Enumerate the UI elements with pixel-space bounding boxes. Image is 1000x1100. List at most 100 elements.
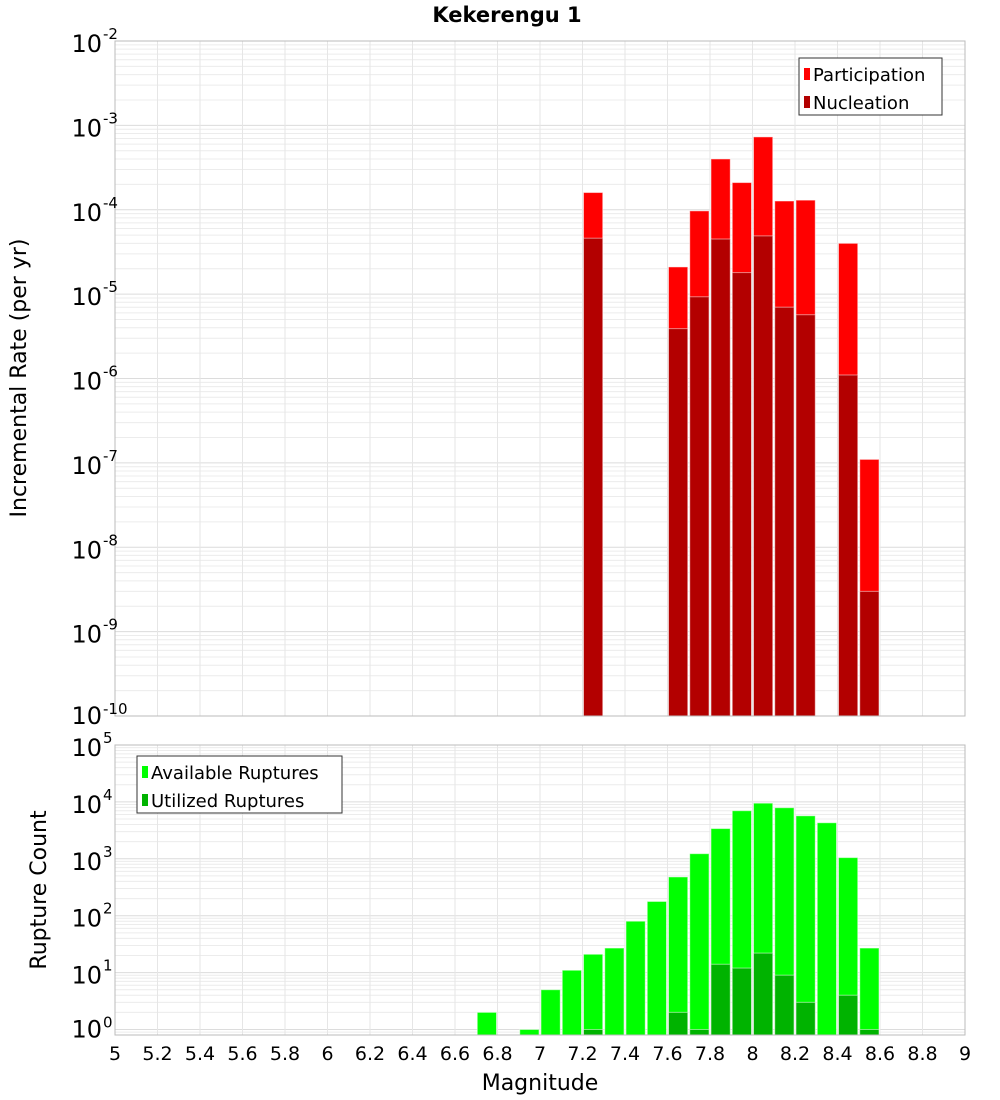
y-tick-label: 10	[71, 621, 102, 649]
y-tick-exponent: 0	[103, 1013, 113, 1031]
bar-available-ruptures	[646, 900, 667, 1036]
x-tick-label: 5.8	[270, 1043, 300, 1065]
x-tick-label: 8.6	[865, 1043, 895, 1065]
y-tick-exponent: -10	[103, 700, 128, 718]
y-tick-label: 10	[71, 368, 102, 396]
bar-nucleation	[731, 272, 752, 717]
bar-utilized-ruptures	[583, 1028, 604, 1036]
plot-border	[114, 744, 966, 1036]
bar-nucleation	[583, 237, 604, 717]
chart-title: Kekerengu 1	[432, 3, 581, 27]
bar-available-ruptures	[583, 953, 604, 1036]
y-tick-exponent: 1	[103, 957, 113, 975]
y-tick-exponent: -9	[103, 616, 118, 634]
bar-utilized-ruptures	[668, 1011, 689, 1036]
legend-label: Available Ruptures	[151, 763, 319, 784]
y-tick-exponent: 4	[103, 786, 113, 804]
x-tick-label: 7.6	[652, 1043, 682, 1065]
bar-available-ruptures	[816, 822, 837, 1036]
legend-label: Participation	[813, 65, 925, 86]
bar-utilized-ruptures	[859, 1028, 880, 1036]
bar-available-ruptures	[625, 920, 646, 1036]
y-tick-label: 10	[71, 30, 102, 58]
bar-utilized-ruptures	[753, 952, 774, 1036]
bar-nucleation	[774, 306, 795, 717]
bar-available-ruptures	[540, 989, 561, 1036]
y-tick-label: 10	[71, 734, 102, 762]
y-tick-label: 10	[71, 791, 102, 819]
x-tick-label: 6.4	[397, 1043, 427, 1065]
legend-label: Nucleation	[813, 93, 909, 114]
legend	[136, 755, 343, 814]
y-tick-exponent: -7	[103, 447, 118, 465]
y-tick-exponent: -2	[103, 25, 118, 43]
x-tick-label: 5.6	[227, 1043, 257, 1065]
bar-available-ruptures	[668, 876, 689, 1036]
bar-nucleation	[753, 235, 774, 717]
y-tick-label: 10	[71, 702, 102, 730]
x-tick-label: 7.4	[610, 1043, 640, 1065]
x-tick-label: 9	[959, 1043, 971, 1065]
bar-available-ruptures	[561, 969, 582, 1036]
legend-label: Utilized Ruptures	[151, 791, 304, 812]
x-tick-label: 5.4	[185, 1043, 215, 1065]
y-tick-label: 10	[71, 283, 102, 311]
x-tick-label: 8	[746, 1043, 758, 1065]
x-tick-label: 6.8	[482, 1043, 512, 1065]
bar-available-ruptures	[604, 947, 625, 1036]
x-tick-label: 8.8	[907, 1043, 937, 1065]
x-tick-label: 5	[109, 1043, 121, 1065]
bar-utilized-ruptures	[731, 967, 752, 1036]
y-tick-label: 10	[71, 114, 102, 142]
legend-swatch	[142, 794, 148, 806]
bar-utilized-ruptures	[689, 1028, 710, 1036]
y-tick-exponent: -6	[103, 363, 118, 381]
bar-nucleation	[668, 328, 689, 717]
y-tick-exponent: -5	[103, 278, 118, 296]
y-tick-label: 10	[71, 536, 102, 564]
y-tick-label: 10	[71, 452, 102, 480]
x-tick-label: 8.2	[780, 1043, 810, 1065]
x-tick-label: 7.2	[567, 1043, 597, 1065]
bar-nucleation	[838, 374, 859, 717]
y-tick-label: 10	[71, 905, 102, 933]
y-tick-exponent: -3	[103, 109, 118, 127]
bar-utilized-ruptures	[710, 963, 731, 1036]
legend-swatch	[142, 766, 148, 778]
bar-nucleation	[710, 238, 731, 717]
bar-utilized-ruptures	[838, 994, 859, 1036]
y-tick-exponent: 3	[103, 843, 113, 861]
bar-nucleation	[859, 590, 880, 717]
y-tick-exponent: -8	[103, 531, 118, 549]
bar-utilized-ruptures	[774, 974, 795, 1036]
bar-available-ruptures	[689, 853, 710, 1036]
bar-available-ruptures	[859, 947, 880, 1036]
legend	[798, 57, 943, 116]
bar-utilized-ruptures	[795, 1001, 816, 1036]
top-y-axis-label: Incremental Rate (per yr)	[7, 239, 32, 518]
y-tick-label: 10	[71, 1015, 102, 1043]
x-tick-label: 7	[534, 1043, 546, 1065]
y-tick-label: 10	[71, 848, 102, 876]
x-axis-label: Magnitude	[482, 1071, 599, 1096]
y-tick-label: 10	[71, 199, 102, 227]
y-tick-exponent: 5	[103, 729, 113, 747]
y-tick-exponent: 2	[103, 900, 113, 918]
plot-border	[114, 40, 966, 717]
y-tick-exponent: -4	[103, 194, 118, 212]
bar-available-ruptures	[519, 1028, 540, 1036]
bar-available-ruptures	[476, 1011, 497, 1036]
bar-nucleation	[795, 314, 816, 717]
bottom-y-axis-label: Rupture Count	[27, 810, 52, 970]
legend-swatch	[804, 68, 810, 80]
y-tick-label: 10	[71, 962, 102, 990]
bar-nucleation	[689, 296, 710, 717]
x-tick-label: 6.2	[355, 1043, 385, 1065]
x-tick-label: 6.6	[440, 1043, 470, 1065]
x-tick-label: 7.8	[695, 1043, 725, 1065]
x-tick-label: 6	[321, 1043, 333, 1065]
x-tick-label: 8.4	[822, 1043, 852, 1065]
x-tick-label: 5.2	[142, 1043, 172, 1065]
legend-swatch	[804, 96, 810, 108]
